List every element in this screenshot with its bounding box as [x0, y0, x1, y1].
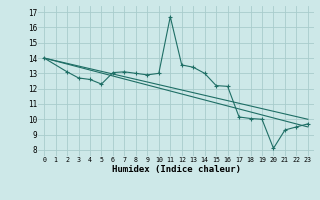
X-axis label: Humidex (Indice chaleur): Humidex (Indice chaleur) [111, 165, 241, 174]
